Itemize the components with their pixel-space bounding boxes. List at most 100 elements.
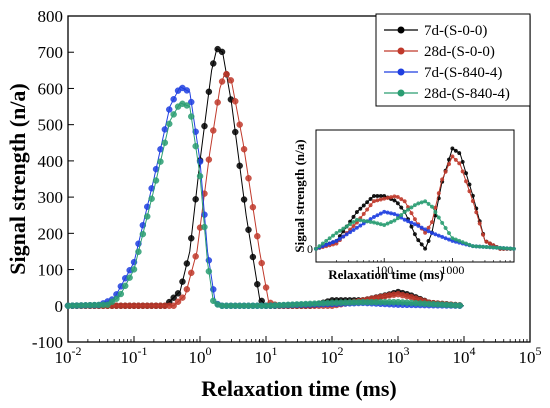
data-point-28d-s-840-4 [487,245,492,250]
data-point-7d-s-840-4 [402,217,407,222]
data-point-28d-s-840-4 [371,220,376,225]
legend-marker-28d-s-840-4 [397,89,405,97]
data-point-28d-s-0-0 [440,177,445,182]
data-point-28d-s-0-0 [389,195,394,200]
data-point-28d-s-840-4 [491,245,496,250]
data-point-28d-s-0-0 [453,157,458,162]
data-point-7d-s-840-4 [426,229,431,234]
inset-x-axis-title: Relaxation time (ms) [328,267,444,282]
data-point-7d-s-0-0 [210,60,217,67]
data-point-7d-s-0-0 [395,201,400,206]
data-point-28d-s-840-4 [358,218,363,223]
data-point-28d-s-840-4 [183,102,191,109]
data-point-28d-s-840-4 [331,233,336,238]
data-point-7d-s-0-0 [170,294,177,301]
data-point-28d-s-840-4 [447,231,452,236]
legend-marker-7d-s-840-4 [397,68,405,76]
x-tick-label: 101 [255,344,278,367]
data-point-28d-s-840-4 [344,224,349,229]
data-point-7d-s-840-4 [375,213,380,218]
data-point-28d-s-0-0 [443,169,448,174]
data-point-28d-s-840-4 [395,216,400,221]
data-point-28d-s-840-4 [104,301,111,308]
data-point-28d-s-840-4 [170,111,177,118]
data-point-7d-s-0-0 [192,196,199,203]
data-point-28d-s-0-0 [170,302,177,309]
data-point-28d-s-0-0 [470,199,475,204]
data-point-7d-s-0-0 [371,193,376,198]
data-point-28d-s-840-4 [423,199,428,204]
data-point-28d-s-0-0 [371,199,376,204]
data-point-7d-s-0-0 [179,278,186,285]
data-point-28d-s-840-4 [361,218,366,223]
y-tick-label: 400 [38,152,64,171]
data-point-28d-s-0-0 [423,230,428,235]
data-point-7d-s-840-4 [423,227,428,232]
data-point-28d-s-840-4 [122,282,129,290]
main-x-ticks: 10-2 10-1 100 101 102 103 104 105 [55,336,542,367]
data-point-28d-s-0-0 [467,189,472,194]
data-point-28d-s-0-0 [378,197,383,202]
y-tick-label: 300 [38,188,64,207]
data-point-28d-s-840-4 [108,298,116,305]
x-tick-label: 10-2 [55,344,82,367]
data-point-7d-s-840-4 [170,96,177,103]
data-point-7d-s-0-0 [457,151,462,156]
data-point-28d-s-840-4 [368,219,373,224]
data-point-28d-s-840-4 [327,236,332,241]
data-point-28d-s-840-4 [348,222,353,227]
data-point-28d-s-0-0 [192,253,199,260]
data-point-28d-s-0-0 [460,169,465,174]
data-point-28d-s-840-4 [484,245,489,250]
data-point-7d-s-0-0 [426,238,431,243]
data-point-28d-s-840-4 [399,213,404,218]
data-point-7d-s-0-0 [351,214,356,219]
data-point-28d-s-840-4 [166,120,173,128]
x-tick-label: 103 [387,344,410,367]
legend-marker-28d-s-0-0 [397,47,405,55]
data-point-28d-s-840-4 [130,266,138,273]
data-point-28d-s-0-0 [457,161,462,166]
data-point-28d-s-840-4 [135,248,142,255]
data-point-7d-s-840-4 [324,242,329,247]
data-point-7d-s-0-0 [365,200,370,205]
data-point-28d-s-0-0 [474,210,479,215]
x-tick-label: 105 [519,344,542,367]
data-point-7d-s-840-4 [327,241,332,246]
data-point-28d-s-0-0 [188,269,195,277]
y-tick-label: -100 [32,333,63,352]
data-point-28d-s-0-0 [447,162,452,167]
data-point-28d-s-840-4 [205,268,213,275]
data-point-28d-s-840-4 [406,207,411,212]
data-point-28d-s-840-4 [139,230,147,238]
x-axis-title: Relaxation time (ms) [201,376,397,401]
x-tick-label: 100 [189,344,212,367]
data-point-28d-s-840-4 [117,290,125,298]
data-point-28d-s-840-4 [429,204,434,209]
data-point-7d-s-840-4 [371,214,376,219]
data-point-28d-s-840-4 [113,295,120,302]
data-point-28d-s-840-4 [511,246,516,251]
data-point-28d-s-0-0 [426,225,431,230]
legend-label-28d-s-0-0: 28d-(S-0-0) [424,44,495,60]
data-point-7d-s-840-4 [385,210,390,215]
data-point-7d-s-0-0 [416,238,421,243]
data-point-7d-s-840-4 [188,98,195,106]
data-point-7d-s-840-4 [344,232,349,237]
main-series-group [64,45,465,309]
data-point-28d-s-840-4 [351,220,356,225]
data-point-7d-s-0-0 [183,260,191,267]
data-point-28d-s-0-0 [361,211,366,216]
data-point-28d-s-840-4 [412,203,417,208]
data-point-7d-s-840-4 [406,219,411,224]
data-point-7d-s-840-4 [440,234,445,239]
data-point-28d-s-0-0 [402,199,407,204]
data-point-28d-s-0-0 [436,191,441,196]
data-point-28d-s-0-0 [232,98,239,105]
data-point-28d-s-840-4 [440,220,445,225]
data-point-28d-s-840-4 [436,215,441,220]
main-y-ticks: -100 0 100 200 300 400 500 600 700 800 [32,7,74,352]
data-point-28d-s-0-0 [223,70,230,78]
data-point-28d-s-840-4 [477,244,482,249]
data-point-28d-s-840-4 [337,228,342,233]
